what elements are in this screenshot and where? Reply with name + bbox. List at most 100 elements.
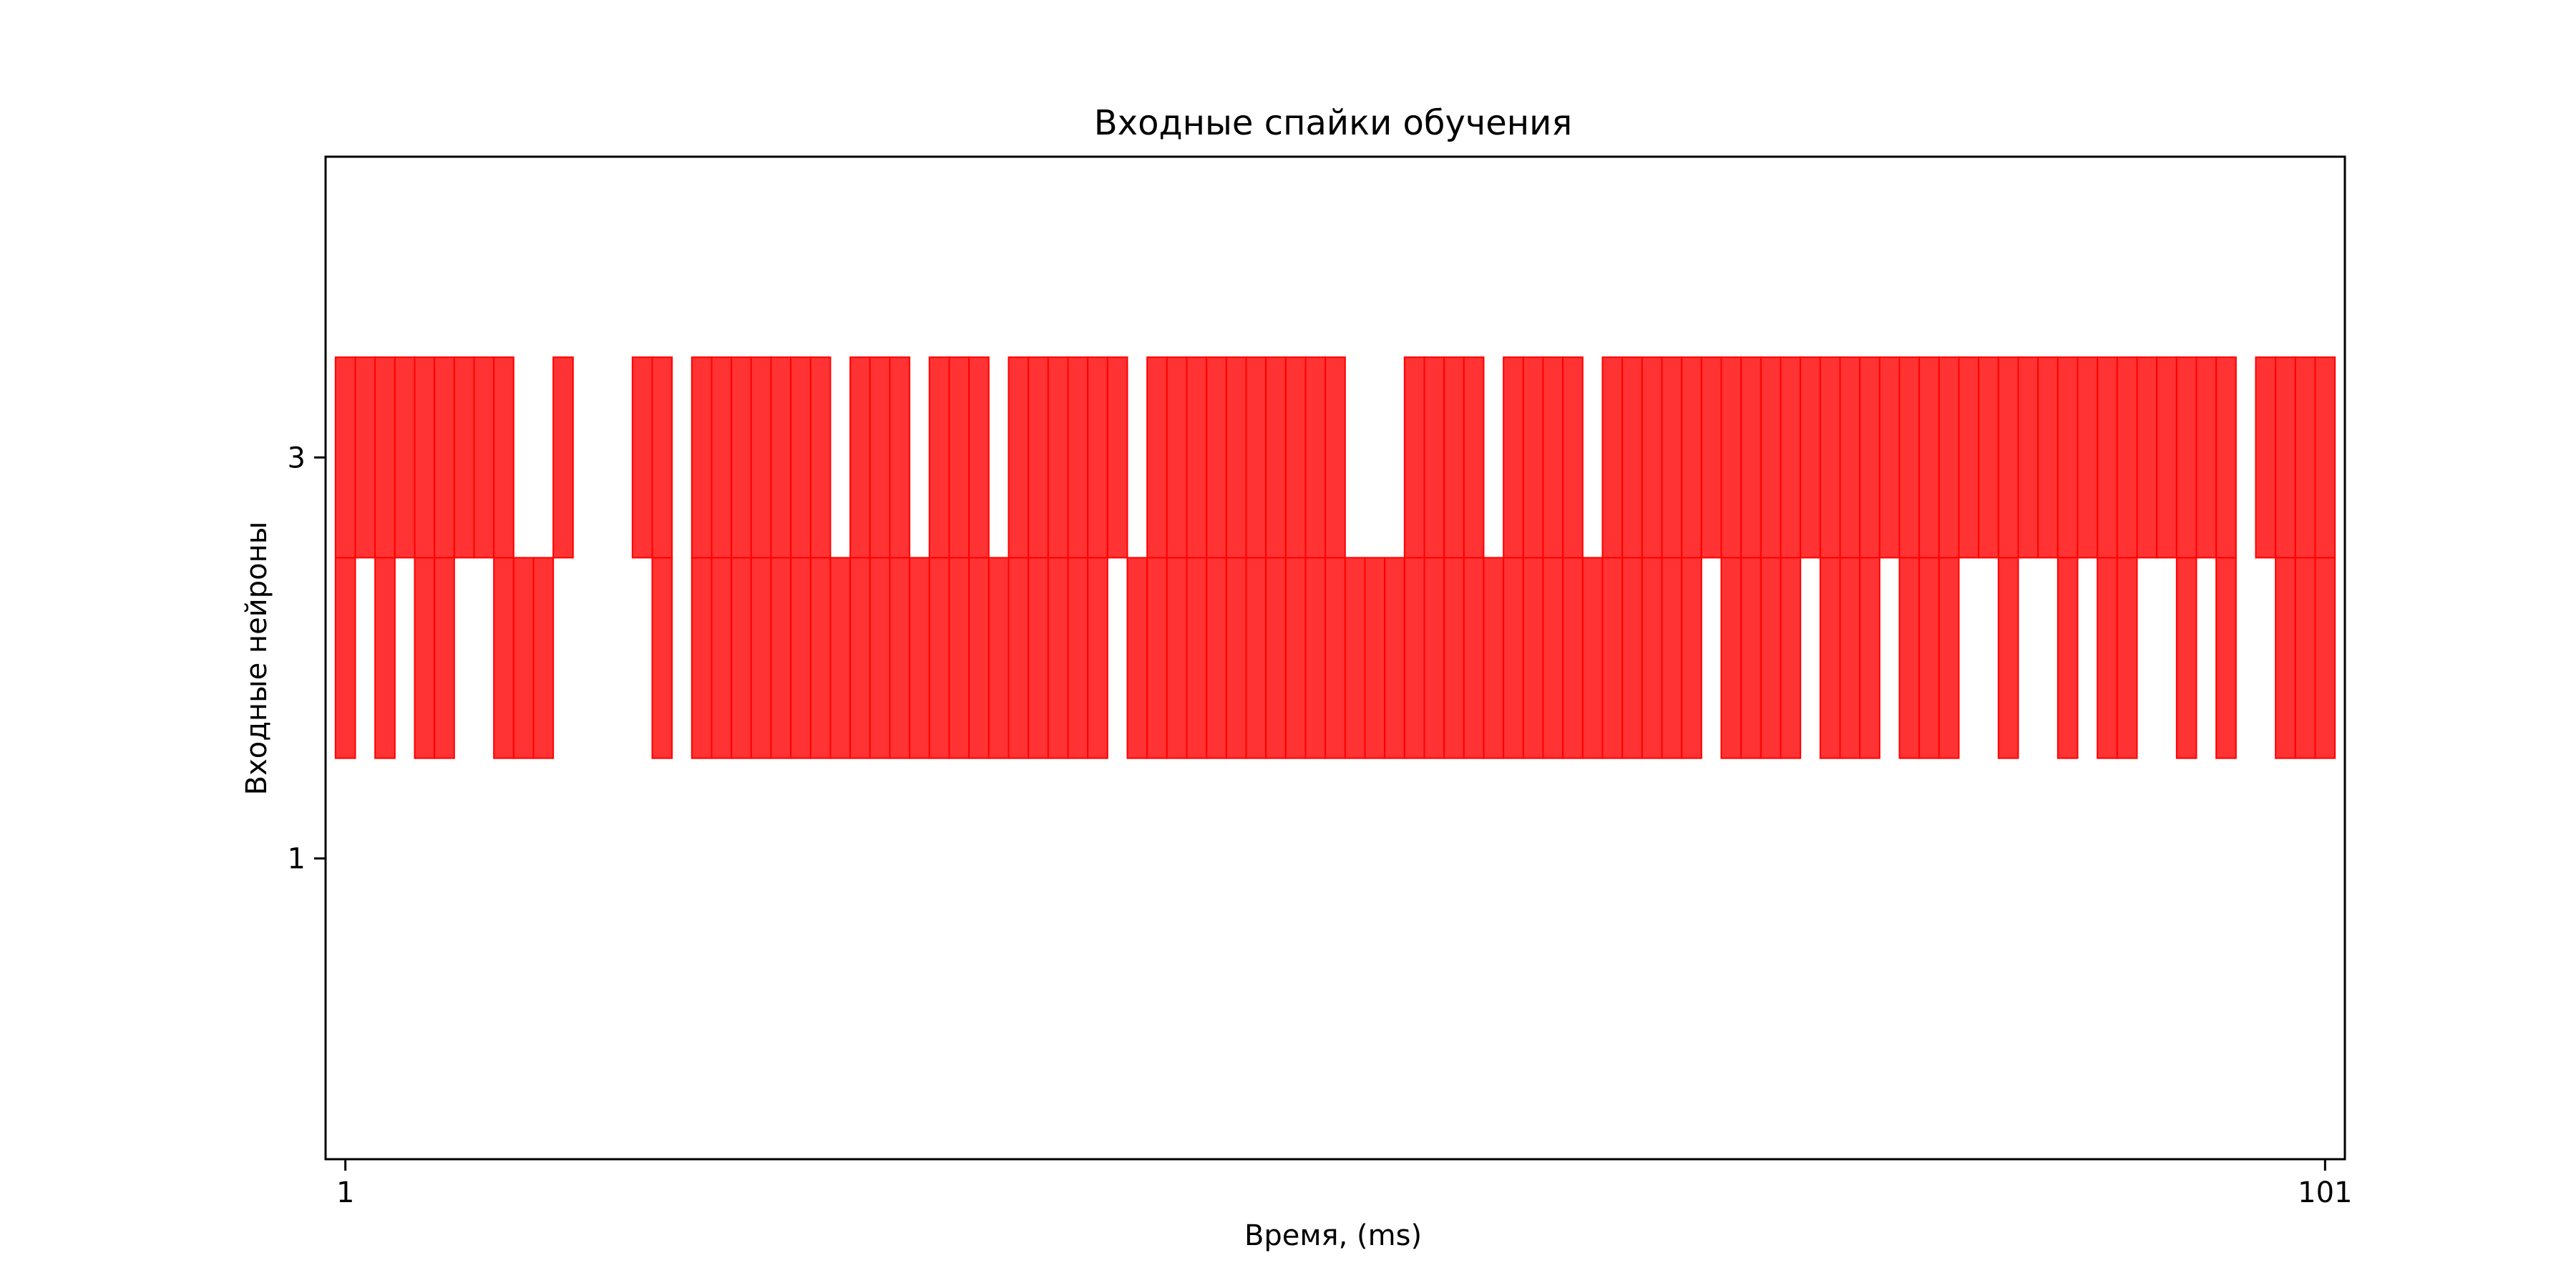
spike-bar-neuron-2-t-6 (434, 557, 455, 759)
spike-bar-neuron-2-t-94 (2175, 557, 2197, 759)
spike-bar-neuron-3-t-42 (1146, 356, 1168, 559)
spike-bar-neuron-3-t-81 (1918, 356, 1940, 559)
spike-bar-neuron-3-t-100 (2294, 356, 2316, 559)
y-tick-label: 3 (288, 441, 306, 474)
spike-bar-neuron-2-t-99 (2275, 557, 2296, 759)
spike-bar-neuron-3-t-91 (2116, 356, 2138, 559)
spike-bar-neuron-3-t-29 (889, 356, 911, 559)
spike-bar-neuron-3-t-47 (1245, 356, 1267, 559)
spike-bar-neuron-3-t-96 (2215, 356, 2237, 559)
spike-bar-neuron-2-t-43 (1166, 557, 1188, 759)
spike-bar-neuron-3-t-37 (1047, 356, 1069, 559)
spike-bar-neuron-2-t-85 (1997, 557, 2019, 759)
spike-bar-neuron-3-t-5 (414, 356, 436, 559)
spike-bar-neuron-2-t-20 (711, 557, 733, 759)
spike-bar-neuron-3-t-76 (1819, 356, 1841, 559)
spike-bar-neuron-2-t-57 (1443, 557, 1465, 759)
spike-bar-neuron-3-t-38 (1067, 356, 1089, 559)
spike-bar-neuron-2-t-28 (869, 557, 891, 759)
spike-bar-neuron-2-t-48 (1265, 557, 1287, 759)
spike-bar-neuron-2-t-22 (750, 557, 772, 759)
spike-bar-neuron-3-t-77 (1839, 356, 1861, 559)
spike-bar-neuron-2-t-96 (2215, 557, 2237, 759)
spike-bar-neuron-2-t-78 (1859, 557, 1880, 759)
spike-bar-neuron-3-t-35 (1008, 356, 1030, 559)
spike-bar-neuron-2-t-17 (651, 557, 673, 759)
spike-bar-neuron-3-t-57 (1443, 356, 1465, 559)
spike-bar-neuron-3-t-61 (1522, 356, 1544, 559)
spike-bar-neuron-2-t-65 (1601, 557, 1624, 759)
spike-bar-neuron-2-t-76 (1819, 557, 1841, 759)
spike-bar-neuron-3-t-25 (809, 356, 831, 559)
spike-bar-neuron-2-t-47 (1245, 557, 1267, 759)
spike-bar-neuron-3-t-62 (1542, 356, 1564, 559)
spike-bar-neuron-3-t-66 (1621, 356, 1643, 559)
spike-bar-neuron-3-t-4 (394, 356, 416, 559)
spike-bar-neuron-2-t-1 (334, 557, 356, 759)
spike-bar-neuron-2-t-77 (1839, 557, 1861, 759)
spike-bar-neuron-3-t-92 (2136, 356, 2158, 559)
spike-bar-neuron-3-t-1 (334, 356, 356, 559)
spike-bar-neuron-3-t-2 (354, 356, 376, 559)
spike-bar-neuron-3-t-23 (770, 356, 792, 559)
spike-bar-neuron-2-t-50 (1304, 557, 1327, 759)
spike-bar-neuron-2-t-37 (1047, 557, 1069, 759)
spike-bar-neuron-2-t-53 (1364, 557, 1386, 759)
spike-bar-neuron-3-t-60 (1503, 356, 1524, 559)
spike-bar-neuron-3-t-86 (2017, 356, 2039, 559)
spike-bar-neuron-2-t-88 (2057, 557, 2079, 759)
spike-bar-neuron-2-t-60 (1503, 557, 1524, 759)
spike-bar-neuron-3-t-24 (790, 356, 811, 559)
spike-bar-neuron-3-t-58 (1463, 356, 1485, 559)
spike-bar-neuron-2-t-46 (1225, 557, 1247, 759)
spike-bar-neuron-3-t-73 (1760, 356, 1782, 559)
spike-bar-neuron-3-t-95 (2195, 356, 2218, 559)
spike-bar-neuron-3-t-40 (1106, 356, 1128, 559)
spike-bar-neuron-2-t-51 (1324, 557, 1346, 759)
spike-bar-neuron-3-t-99 (2275, 356, 2296, 559)
spike-bar-neuron-2-t-68 (1661, 557, 1683, 759)
spike-bar-neuron-2-t-10 (512, 557, 535, 759)
spike-bar-neuron-2-t-41 (1126, 557, 1148, 759)
spike-bar-neuron-3-t-79 (1878, 356, 1901, 559)
spike-bar-neuron-2-t-74 (1780, 557, 1802, 759)
spike-bar-neuron-3-t-7 (453, 356, 475, 559)
spike-bar-neuron-3-t-55 (1403, 356, 1425, 559)
spike-bar-neuron-3-t-20 (711, 356, 733, 559)
spike-bar-neuron-2-t-49 (1284, 557, 1307, 759)
spike-bar-neuron-3-t-27 (849, 356, 871, 559)
spike-bar-neuron-2-t-30 (909, 557, 930, 759)
spike-bar-neuron-3-t-33 (968, 356, 990, 559)
spike-bar-neuron-3-t-9 (493, 356, 514, 559)
spike-bar-neuron-3-t-51 (1324, 356, 1346, 559)
spike-bar-neuron-2-t-56 (1423, 557, 1445, 759)
x-axis-label: Время, (ms) (1244, 1219, 1422, 1252)
spike-bar-neuron-2-t-66 (1621, 557, 1643, 759)
spike-bar-neuron-3-t-75 (1800, 356, 1821, 559)
spike-bar-neuron-3-t-87 (2037, 356, 2059, 559)
spike-bar-neuron-2-t-52 (1344, 557, 1366, 759)
spike-bar-neuron-2-t-59 (1483, 557, 1505, 759)
spike-bar-neuron-3-t-65 (1601, 356, 1624, 559)
spike-bar-neuron-2-t-34 (987, 557, 1010, 759)
spike-bar-neuron-2-t-90 (2097, 557, 2118, 759)
spike-bar-neuron-3-t-90 (2097, 356, 2118, 559)
spike-bar-neuron-2-t-101 (2314, 557, 2336, 759)
spike-bar-neuron-3-t-6 (434, 356, 455, 559)
spike-bar-neuron-3-t-16 (631, 356, 653, 559)
spike-bar-neuron-2-t-61 (1522, 557, 1544, 759)
spike-bar-neuron-3-t-82 (1938, 356, 1960, 559)
spike-bar-neuron-3-t-70 (1700, 356, 1722, 559)
x-tick-label: 101 (2298, 1176, 2352, 1209)
spike-bar-neuron-2-t-100 (2294, 557, 2316, 759)
spike-bar-neuron-2-t-42 (1146, 557, 1168, 759)
spike-bar-neuron-3-t-101 (2314, 356, 2336, 559)
spike-bar-neuron-3-t-84 (1978, 356, 1999, 559)
plot-area (334, 356, 2336, 759)
spike-bar-neuron-2-t-62 (1542, 557, 1564, 759)
spike-bar-neuron-2-t-3 (374, 557, 396, 759)
spike-bar-neuron-2-t-38 (1067, 557, 1089, 759)
spike-bar-neuron-2-t-31 (928, 557, 950, 759)
x-tick-label: 1 (336, 1176, 354, 1209)
